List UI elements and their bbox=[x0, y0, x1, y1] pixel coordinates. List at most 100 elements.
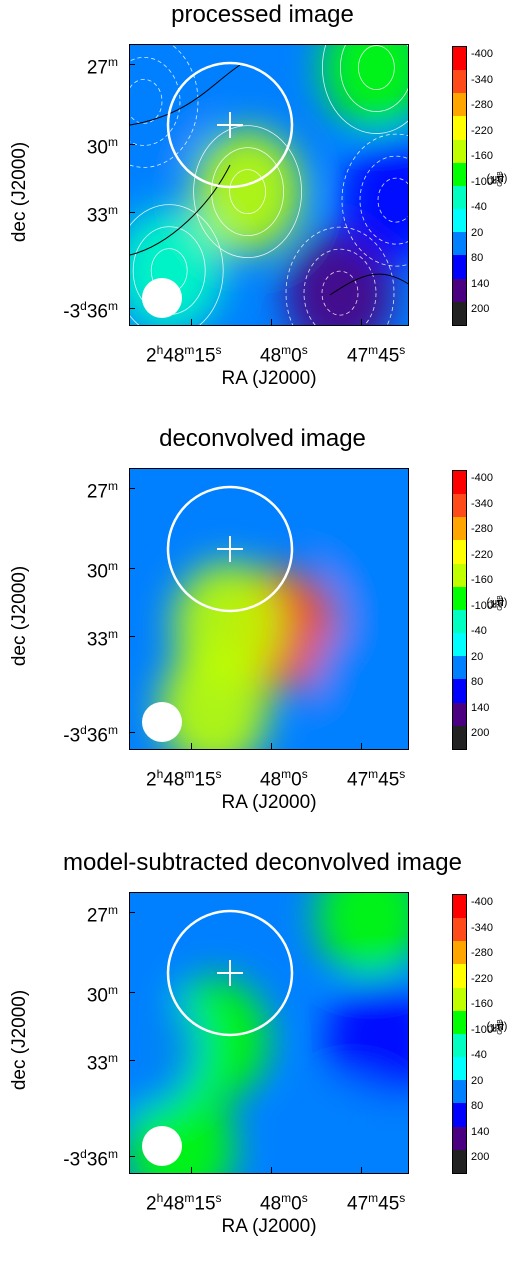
colorbar-tick-label: -340 bbox=[471, 73, 494, 86]
x-tick-mark bbox=[271, 319, 272, 325]
x-tick-m3: 15 bbox=[194, 769, 216, 791]
colorbar-tick-label: -220 bbox=[471, 972, 494, 985]
x-tick-main: 2 bbox=[146, 1193, 157, 1215]
y-tick-mark bbox=[129, 992, 135, 993]
x-tick-m2: 0 bbox=[291, 769, 302, 791]
panel-title: deconvolved image bbox=[159, 425, 366, 452]
x-tick-u2: s bbox=[399, 343, 406, 357]
colorbar-tick-label: 140 bbox=[471, 277, 490, 290]
colorbar-tick-label: -280 bbox=[471, 523, 494, 535]
x-tick-u1: m bbox=[368, 767, 379, 781]
contour-6-3 bbox=[130, 45, 199, 168]
colorbar-tick-label: -100 bbox=[471, 1023, 494, 1036]
field-feature-4 bbox=[327, 977, 408, 1102]
y-tick-label: -3d36m bbox=[63, 720, 118, 746]
colorbar-tick-label: -280 bbox=[471, 947, 494, 959]
colorbar-swatch bbox=[453, 895, 466, 919]
heatmap-svg bbox=[130, 45, 408, 325]
colorbar-swatch bbox=[453, 232, 466, 256]
beam-ellipse bbox=[142, 1126, 182, 1166]
y-tick-label: 27m bbox=[87, 476, 118, 502]
aperture-circle bbox=[166, 61, 294, 189]
y-tick-u1: m bbox=[108, 559, 118, 573]
colorbar-tick-label: 20 bbox=[471, 650, 484, 663]
heatmap-plot bbox=[129, 44, 409, 326]
x-tick-label: 2h48m15s bbox=[146, 340, 222, 366]
panel-1: processed image 27m 30m 33m -3d36m 2h48m15s 48… bbox=[0, 0, 525, 424]
colorbar-tick-label: -100 bbox=[471, 175, 494, 188]
field-feature-3 bbox=[315, 893, 408, 978]
contour-3-3 bbox=[322, 45, 408, 134]
colorbar-swatch bbox=[453, 609, 466, 634]
y-tick-label: -3d36m bbox=[63, 296, 118, 322]
colorbar-swatch bbox=[453, 702, 466, 726]
y-tick-mark bbox=[129, 912, 135, 913]
colorbar-swatch bbox=[453, 725, 466, 749]
x-tick-u2: s bbox=[301, 1191, 308, 1205]
field-feature-3 bbox=[321, 45, 408, 130]
x-tick-u1: m bbox=[368, 1191, 379, 1205]
heatmap-plot bbox=[129, 892, 409, 1174]
y-tick-u2: m bbox=[108, 1147, 118, 1161]
y-axis-label: dec (J2000) bbox=[8, 990, 32, 1090]
y-tick-main: 33 bbox=[86, 629, 108, 651]
colorbar-tick-label: -160 bbox=[471, 150, 494, 162]
x-tick-m2: 0 bbox=[291, 345, 302, 367]
colorbar-tick-label: 80 bbox=[471, 252, 484, 264]
y-tick-main: 30 bbox=[86, 561, 108, 583]
x-axis-label: RA (J2000) bbox=[221, 792, 317, 813]
contour-6-1 bbox=[130, 79, 163, 124]
x-tick-main: 47 bbox=[347, 345, 369, 367]
y-axis-label: dec (J2000) bbox=[8, 142, 32, 242]
x-tick-main: 47 bbox=[347, 769, 369, 791]
x-tick-mark bbox=[361, 743, 362, 749]
colorbar-tick-label: -340 bbox=[471, 921, 494, 934]
beam-ellipse bbox=[142, 278, 182, 318]
colorbar-tick-label: 200 bbox=[471, 1151, 490, 1163]
colorbar-swatch bbox=[453, 1033, 466, 1058]
y-tick-label: -3d36m bbox=[63, 1144, 118, 1170]
field-feature-5 bbox=[130, 986, 199, 1111]
y-tick-main: -3 bbox=[63, 725, 81, 747]
x-tick-mark bbox=[191, 1167, 192, 1173]
colorbar-swatch bbox=[453, 93, 466, 117]
y-axis-label-text: dec (J2000) bbox=[9, 141, 30, 243]
colorbar-title: ΔT CMB (μK) bbox=[486, 595, 507, 611]
y-tick-m2: 36 bbox=[86, 1149, 108, 1171]
y-tick-u1: m bbox=[108, 479, 118, 493]
y-tick-mark bbox=[129, 488, 135, 489]
contour-6-2 bbox=[130, 57, 181, 146]
colorbar-title-text: ΔT CMB (μK) bbox=[486, 1019, 507, 1035]
x-tick-main: 2 bbox=[146, 769, 157, 791]
colorbar-swatch bbox=[453, 185, 466, 210]
x-tick-u2: m bbox=[184, 343, 195, 357]
x-tick-main: 47 bbox=[347, 1193, 369, 1215]
x-tick-label: 47m45s bbox=[347, 340, 405, 366]
y-tick-m2: 36 bbox=[86, 725, 108, 747]
x-tick-m3: 15 bbox=[194, 345, 216, 367]
colorbar-swatch bbox=[453, 1103, 466, 1127]
y-tick-mark bbox=[129, 1156, 135, 1157]
y-tick-mark bbox=[129, 144, 135, 145]
colorbar bbox=[452, 894, 467, 1174]
y-tick-label: 33m bbox=[87, 200, 118, 226]
y-tick-main: 27 bbox=[86, 481, 108, 503]
field-feature-6 bbox=[299, 1079, 408, 1173]
colorbar-swatch bbox=[453, 116, 466, 140]
y-axis-label-text: dec (J2000) bbox=[9, 989, 30, 1091]
colorbar-title-text: ΔT CMB (μK) bbox=[486, 171, 507, 187]
x-tick-u3: s bbox=[215, 767, 222, 781]
colorbar-title: ΔT CMB (μK) bbox=[486, 1019, 507, 1035]
colorbar-tick-label: -40 bbox=[471, 1049, 487, 1061]
colorbar-title-unit: (μK) bbox=[486, 597, 508, 609]
x-tick-u2: s bbox=[301, 343, 308, 357]
y-tick-label: 30m bbox=[87, 132, 118, 158]
y-tick-label: 33m bbox=[87, 624, 118, 650]
y-tick-main: 30 bbox=[86, 137, 108, 159]
x-tick-label: 48m0s bbox=[260, 764, 308, 790]
zero-contour bbox=[130, 64, 408, 296]
contour-2-3 bbox=[130, 204, 224, 325]
colorbar bbox=[452, 46, 467, 326]
x-tick-mark bbox=[361, 319, 362, 325]
colorbar-tick-label: -220 bbox=[471, 548, 494, 561]
